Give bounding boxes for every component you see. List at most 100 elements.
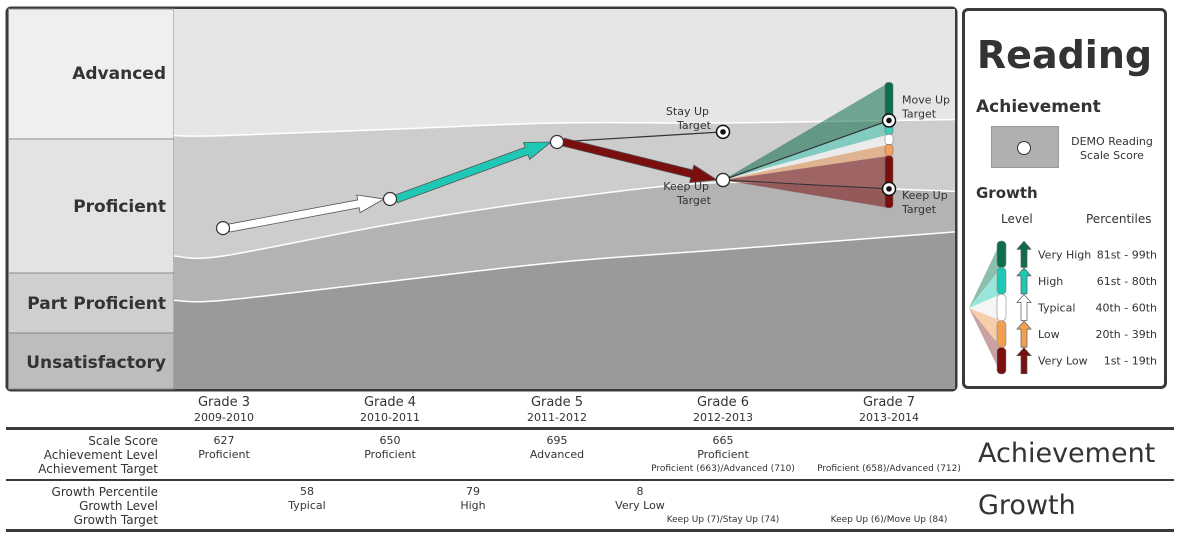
grade-label: Grade 7 bbox=[862, 395, 916, 410]
scale-score-point bbox=[715, 172, 731, 188]
legend-level-range: 20th - 39th bbox=[1095, 328, 1157, 341]
target-label: Keep Up bbox=[663, 180, 709, 193]
growth-arrow-very-low bbox=[561, 137, 719, 183]
cut-score-line bbox=[173, 231, 956, 303]
projection-fan-typical bbox=[723, 134, 889, 180]
legend-bar-high bbox=[996, 267, 1007, 295]
grade-label: Grade 3 bbox=[197, 395, 251, 410]
cell-scale-score: 665 bbox=[712, 434, 734, 447]
legend-level-range: 81st - 99th bbox=[1097, 248, 1157, 261]
legend-score-dot-icon bbox=[1017, 141, 1031, 155]
target-label: Target bbox=[901, 203, 937, 216]
cell-achievement-level: Proficient bbox=[198, 448, 250, 461]
table-rule-middle bbox=[6, 479, 1174, 481]
band-label-cell bbox=[8, 138, 175, 274]
cell-achievement-level: Proficient bbox=[697, 448, 749, 461]
cell-scale-score: 695 bbox=[546, 434, 568, 447]
cell-scale-score: 650 bbox=[379, 434, 401, 447]
projection-fan-very-low bbox=[723, 155, 889, 208]
scale-score-point bbox=[382, 191, 398, 207]
cell-scale-score: 627 bbox=[213, 434, 235, 447]
target-line-stay-up bbox=[556, 131, 724, 143]
band-label-unsatisfactory: Unsatisfactory bbox=[26, 353, 166, 373]
row-label-growth-level: Growth Level bbox=[79, 499, 158, 513]
legend-level-range: 61st - 80th bbox=[1097, 275, 1157, 288]
cell-growth-level: High bbox=[460, 499, 486, 512]
cell-growth-target: Keep Up (7)/Stay Up (74) bbox=[666, 515, 780, 525]
row-label-achievement-target: Achievement Target bbox=[38, 462, 158, 476]
growth-arrow-typical bbox=[227, 194, 386, 233]
target-label: Keep Up bbox=[902, 189, 948, 202]
target-marker-center bbox=[720, 129, 726, 135]
band-label-cell bbox=[8, 332, 175, 390]
legend-level-name: Low bbox=[1038, 328, 1060, 341]
band-label-cell bbox=[8, 272, 175, 334]
table-rule-top bbox=[6, 427, 1174, 430]
scale-score-point bbox=[549, 134, 565, 150]
growth-arrow-shape bbox=[394, 141, 553, 204]
table-rule-bottom bbox=[6, 529, 1174, 532]
row-label-growth-percentile: Growth Percentile bbox=[51, 485, 158, 499]
legend-achievement-item-line2: Scale Score bbox=[1080, 149, 1144, 162]
target-label: Stay Up bbox=[666, 105, 709, 118]
projection-bar-typical bbox=[884, 134, 894, 145]
target-marker-center bbox=[886, 186, 892, 192]
legend-level-heading: Level bbox=[1001, 212, 1033, 226]
section-label-growth: Growth bbox=[978, 490, 1076, 521]
grade-year: 2010-2011 bbox=[360, 411, 420, 424]
row-label-scale-score: Scale Score bbox=[88, 434, 158, 448]
cell-growth-level: Typical bbox=[288, 499, 326, 512]
target-label: Target bbox=[676, 194, 712, 207]
cell-achievement-level: Proficient bbox=[364, 448, 416, 461]
legend-arrow-icon bbox=[1016, 267, 1032, 295]
legend-achievement-item-line1: DEMO Reading bbox=[1071, 135, 1153, 148]
legend-title: Reading bbox=[976, 33, 1153, 77]
projection-fan-very-high bbox=[723, 82, 889, 180]
legend-arrow-icon bbox=[1016, 320, 1032, 348]
row-label-achievement-level: Achievement Level bbox=[43, 448, 158, 462]
growth-arrow-shape bbox=[227, 194, 386, 233]
cell-growth-percentile: 8 bbox=[636, 485, 644, 498]
projection-fan-low bbox=[723, 144, 889, 180]
cell-achievement-level: Advanced bbox=[529, 448, 585, 461]
target-marker-center bbox=[886, 117, 892, 124]
grade-year: 2012-2013 bbox=[693, 411, 753, 424]
target-label: Target bbox=[901, 107, 937, 120]
legend-panel: Reading Achievement DEMO Reading Scale S… bbox=[962, 8, 1167, 389]
legend-level-name: Very Low bbox=[1038, 355, 1088, 368]
legend-level-name: High bbox=[1038, 275, 1063, 288]
legend-percentiles-heading: Percentiles bbox=[1086, 212, 1152, 226]
legend-bar-typical bbox=[996, 293, 1007, 322]
grade-label: Grade 5 bbox=[530, 395, 584, 410]
grade-year: 2009-2010 bbox=[194, 411, 254, 424]
growth-arrow-high bbox=[394, 141, 553, 204]
legend-fan-typical bbox=[969, 294, 1001, 321]
legend-fan-very-low bbox=[969, 308, 1001, 374]
row-label-growth-target: Growth Target bbox=[73, 513, 158, 527]
cell-growth-percentile: 58 bbox=[300, 485, 314, 498]
legend-bar-low bbox=[996, 320, 1007, 348]
target-line-keep-up bbox=[722, 179, 890, 190]
legend-level-range: 1st - 19th bbox=[1104, 355, 1157, 368]
legend-level-name: Typical bbox=[1037, 302, 1075, 315]
legend-bar-very-low bbox=[996, 347, 1007, 375]
legend-achievement-heading: Achievement bbox=[976, 97, 1101, 117]
grade-label: Grade 4 bbox=[363, 395, 417, 410]
section-label-achievement: Achievement bbox=[978, 438, 1156, 469]
projection-bar-low bbox=[884, 144, 894, 157]
growth-arrow-shape bbox=[561, 137, 719, 183]
legend-bar-very-high bbox=[996, 240, 1007, 268]
scale-score-point bbox=[215, 221, 231, 236]
band-label-part-proficient: Part Proficient bbox=[27, 294, 166, 314]
cell-growth-percentile: 79 bbox=[466, 485, 480, 498]
cell-growth-level: Very Low bbox=[615, 499, 665, 512]
target-line-move-up bbox=[722, 119, 890, 181]
legend-level-name: Very High bbox=[1038, 248, 1091, 261]
legend-arrow-icon bbox=[1016, 293, 1032, 321]
legend-growth-graphic: Very High 81st - 99th High 61st - 80th Typic… bbox=[969, 240, 1157, 375]
band-unsatisfactory bbox=[174, 231, 955, 389]
cell-achievement-target: Proficient (658)/Advanced (712) bbox=[817, 464, 961, 474]
grade-year: 2011-2012 bbox=[527, 411, 587, 424]
legend-growth-heading: Growth bbox=[976, 184, 1038, 202]
